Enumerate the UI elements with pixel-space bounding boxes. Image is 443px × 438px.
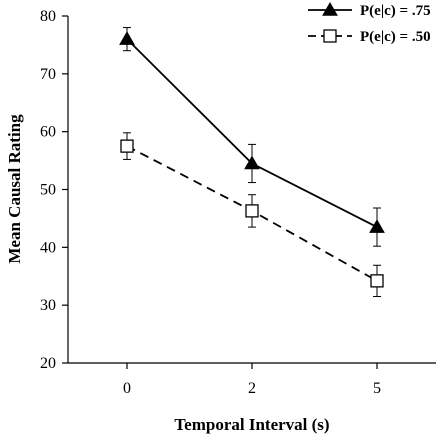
y-ticks: 20 30 40 50 60 70 80 bbox=[40, 8, 68, 372]
x-ticks: 0 2 5 bbox=[123, 363, 381, 397]
y-tick-label: 40 bbox=[40, 239, 56, 256]
series-layer bbox=[119, 27, 385, 297]
y-tick-label: 70 bbox=[40, 66, 56, 83]
y-tick-label: 50 bbox=[40, 182, 56, 199]
legend: P(e|c) = .75 P(e|c) = .50 bbox=[308, 1, 431, 45]
data-point bbox=[370, 274, 384, 288]
x-axis-title: Temporal Interval (s) bbox=[174, 415, 329, 434]
y-tick-label: 60 bbox=[40, 124, 56, 141]
legend-marker bbox=[323, 29, 337, 43]
legend-label: P(e|c) = .75 bbox=[360, 3, 431, 19]
y-tick-label: 30 bbox=[40, 297, 56, 314]
series-1 bbox=[120, 132, 384, 297]
x-tick-label: 0 bbox=[123, 380, 131, 397]
data-point bbox=[244, 155, 260, 170]
y-tick-label: 80 bbox=[40, 8, 56, 25]
legend-marker bbox=[322, 1, 338, 16]
legend-item: P(e|c) = .50 bbox=[308, 29, 431, 45]
legend-label: P(e|c) = .50 bbox=[360, 29, 431, 45]
x-tick-label: 5 bbox=[373, 380, 381, 397]
legend-item: P(e|c) = .75 bbox=[308, 1, 431, 19]
data-point bbox=[245, 204, 259, 218]
data-point bbox=[119, 31, 135, 45]
x-tick-label: 2 bbox=[248, 380, 256, 397]
data-point bbox=[369, 219, 385, 233]
axes bbox=[67, 16, 436, 364]
data-point bbox=[120, 139, 134, 153]
y-tick-label: 20 bbox=[40, 355, 56, 372]
series-0 bbox=[119, 27, 385, 247]
y-axis-title: Mean Causal Rating bbox=[5, 114, 24, 264]
